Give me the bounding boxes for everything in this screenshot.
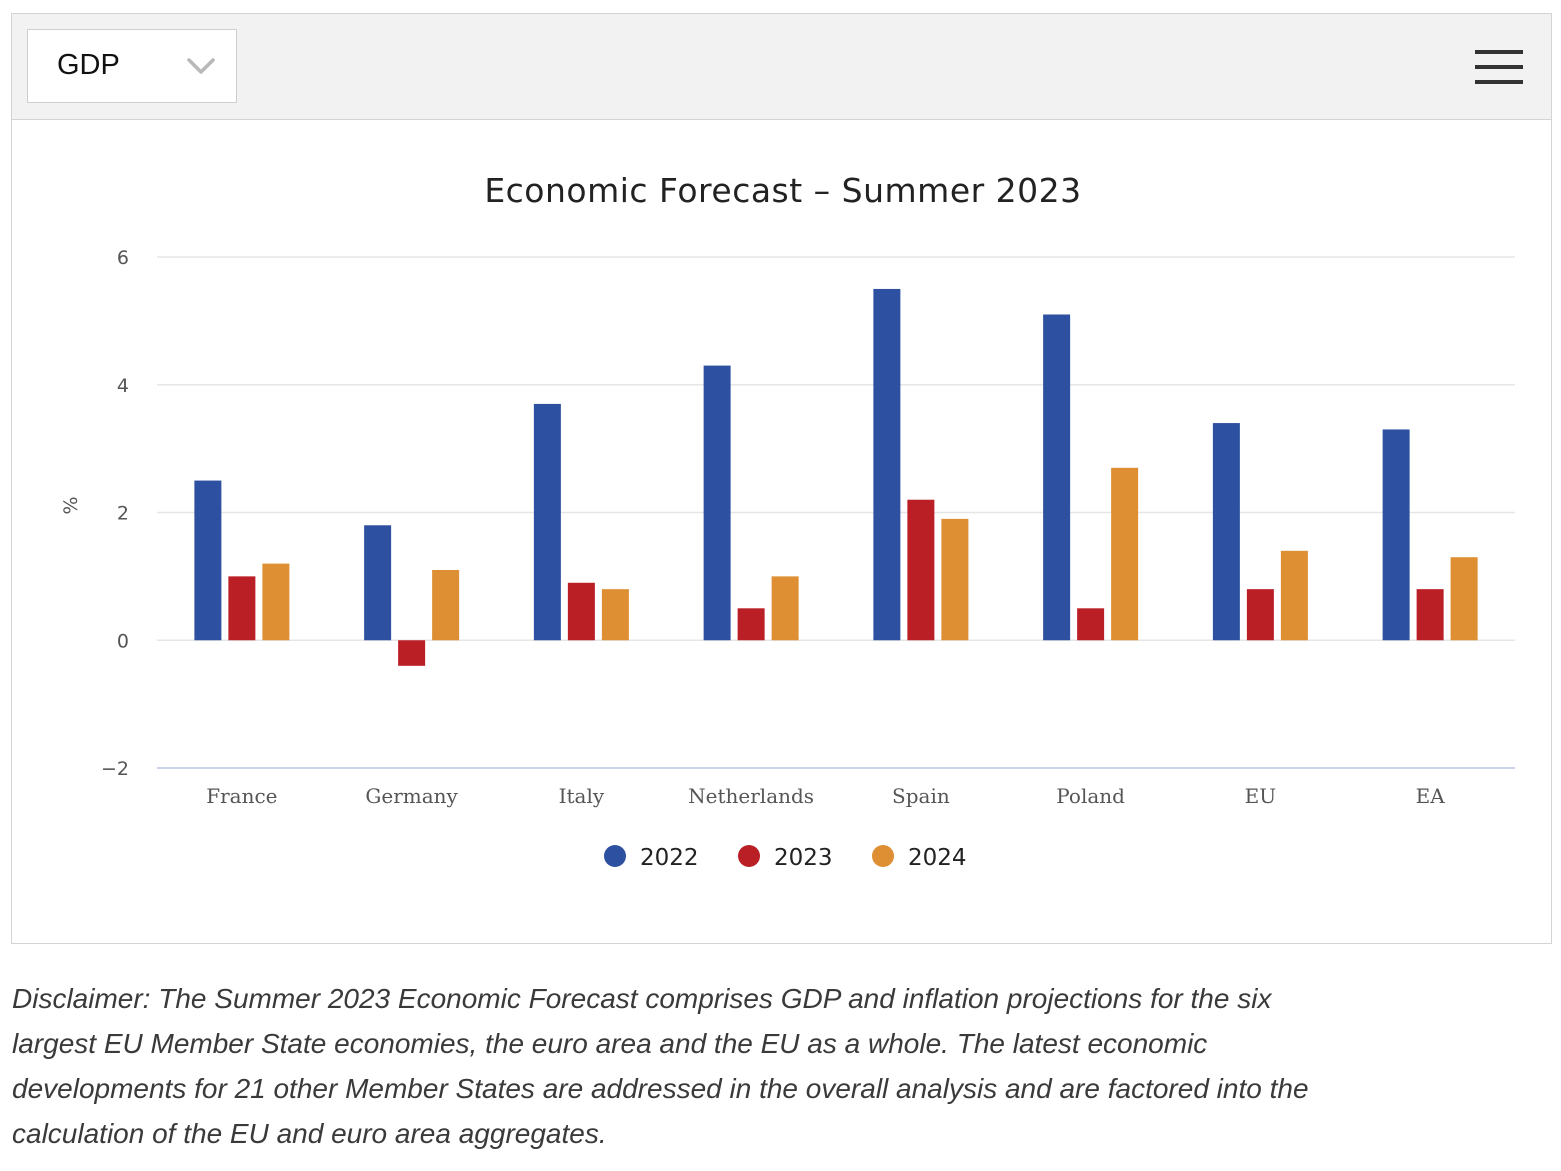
y-axis-title: % xyxy=(60,496,82,514)
bar-ea-2024 xyxy=(1450,557,1478,641)
chart-area: Economic Forecast – Summer 2023 6 4 2 0 −2 %… xyxy=(12,120,1551,943)
bar-germany-2023 xyxy=(398,640,426,666)
x-tick-label: France xyxy=(206,784,277,808)
legend-marker-icon xyxy=(604,845,626,867)
bar-eu-2023 xyxy=(1246,589,1274,641)
y-tick-label: 6 xyxy=(117,247,129,269)
bar-france-2023 xyxy=(228,576,256,641)
bar-france-2022 xyxy=(194,480,222,641)
bar-italy-2024 xyxy=(601,589,629,641)
indicator-select-value: GDP xyxy=(57,49,120,81)
legend-item-2022[interactable]: 2022 xyxy=(604,845,699,871)
bar-poland-2023 xyxy=(1077,608,1105,641)
chart-title: Economic Forecast – Summer 2023 xyxy=(484,171,1081,210)
bar-netherlands-2023 xyxy=(737,608,765,641)
legend-marker-icon xyxy=(872,845,894,867)
bar-poland-2022 xyxy=(1043,314,1071,641)
bar-italy-2022 xyxy=(533,403,561,641)
legend-item-2024[interactable]: 2024 xyxy=(872,845,967,871)
bar-ea-2022 xyxy=(1382,429,1410,641)
disclaimer-text: Disclaimer: The Summer 2023 Economic For… xyxy=(12,983,1309,1149)
x-tick-label: Germany xyxy=(365,784,458,808)
legend-item-2023[interactable]: 2023 xyxy=(738,845,833,871)
legend-label: 2024 xyxy=(908,845,967,871)
bar-chart: Economic Forecast – Summer 2023 6 4 2 0 −2 %… xyxy=(60,171,1515,871)
x-tick-label: Italy xyxy=(559,784,605,808)
chevron-down-icon xyxy=(187,58,215,74)
bar-italy-2023 xyxy=(567,582,595,641)
y-tick-label: −2 xyxy=(101,758,129,780)
x-tick-label: EA xyxy=(1416,784,1446,808)
bar-spain-2024 xyxy=(941,518,969,641)
x-tick-label: Spain xyxy=(892,784,950,808)
bar-netherlands-2024 xyxy=(771,576,799,641)
bar-spain-2022 xyxy=(873,288,901,641)
x-tick-label: Poland xyxy=(1056,784,1125,808)
bar-germany-2024 xyxy=(432,569,460,641)
legend-label: 2022 xyxy=(640,845,699,871)
bar-ea-2023 xyxy=(1416,589,1444,641)
y-tick-label: 2 xyxy=(117,503,129,525)
chart-toolbar: GDP xyxy=(12,14,1551,120)
legend-label: 2023 xyxy=(774,845,833,871)
bar-germany-2022 xyxy=(364,525,392,641)
x-tick-label: EU xyxy=(1245,784,1276,808)
legend-marker-icon xyxy=(738,845,760,867)
bar-eu-2024 xyxy=(1280,550,1308,641)
bar-france-2024 xyxy=(262,563,290,641)
hamburger-menu-icon[interactable] xyxy=(1475,47,1525,87)
x-tick-label: Netherlands xyxy=(688,784,814,808)
indicator-select[interactable]: GDP xyxy=(27,29,237,103)
y-tick-label: 4 xyxy=(117,375,129,397)
bar-netherlands-2022 xyxy=(703,365,731,641)
bar-poland-2024 xyxy=(1111,467,1139,641)
y-tick-label: 0 xyxy=(117,630,129,652)
bar-eu-2022 xyxy=(1212,423,1240,641)
bar-spain-2023 xyxy=(907,499,935,641)
